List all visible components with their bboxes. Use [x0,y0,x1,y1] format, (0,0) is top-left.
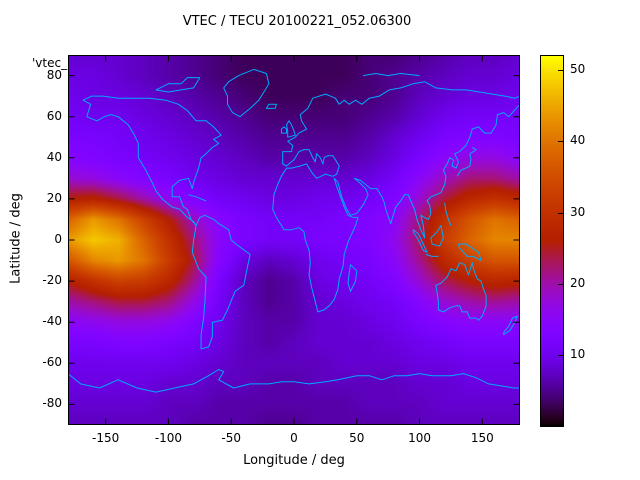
coastline-java [425,253,439,257]
y-tick-label-0: 0 [54,232,62,246]
colorbar-tick-mark-40 [558,141,563,143]
coastline-new-zealand [503,315,518,336]
chart-title: VTEC / TECU 20100221_052.06300 [182,14,412,29]
coastline-canadian-archipelago [155,77,201,93]
coastline-axes-overlay [68,55,520,425]
coastline-philippines [444,202,452,226]
colorbar: 10 20 30 40 50 [540,55,585,427]
x-tick-label-150: 150 [470,431,494,445]
colorbar-gradient-canvas [540,55,564,427]
coastline-cuba-antilles [188,194,207,202]
x-tick-label-0: 0 [290,431,298,445]
coastline-madagascar [347,264,358,292]
x-tick-label--50: -50 [221,431,242,445]
x-tick-label--100: -100 [154,431,183,445]
colorbar-tick-label-50: 50 [570,62,586,77]
y-tick-label--40: -40 [42,314,62,329]
y-tick-label-40: 40 [46,149,62,164]
x-tick-label--150: -150 [92,431,120,445]
y-tick-label-80: 80 [46,67,62,82]
coastline-sumatra [412,229,428,253]
colorbar-tick-mark-20 [558,283,563,285]
map-plot-area: 'vtec_ -150 -100 -50 0 50 100 150 -80 -60 -40 -20 0… [32,55,520,445]
y-tick-label-20: 20 [46,190,62,205]
coastline-antarctica [68,369,520,393]
coastline-new-guinea [458,243,482,262]
colorbar-tick-mark-50 [558,70,563,72]
coastline-south-america [191,214,251,350]
legend-key-text: 'vtec_ [32,56,68,70]
y-tick-label--20: -20 [42,273,62,288]
colorbar-tick-label-20: 20 [570,275,586,290]
coastline-greenland [223,68,270,118]
colorbar-tick-label-30: 30 [570,204,586,219]
x-tick-label-50: 50 [349,431,365,445]
coastline-iceland [265,103,277,109]
x-tick-label-100: 100 [408,431,431,445]
coastline-russian-arctic-islands [363,73,420,77]
y-tick-label--80: -80 [42,396,62,411]
colorbar-tick-mark-10 [558,354,563,356]
tec-heatmap-canvas [68,55,520,425]
colorbar-tick-label-10: 10 [570,346,586,361]
colorbar-tick-mark-30 [558,212,563,214]
coastline-australia [435,262,487,321]
colorbar-tick-label-40: 40 [570,133,586,148]
coastline-japan [456,147,477,177]
coastline-ireland [280,126,287,134]
x-axis-label: Longitude / deg [243,453,345,468]
coastline-eurasia-africa [272,81,520,313]
y-tick-label--60: -60 [42,355,62,370]
coastline-north-america [82,95,222,227]
y-tick-label-60: 60 [46,108,62,123]
plot-border [68,55,520,425]
coastline-britain [286,120,296,138]
coastline-borneo [430,225,444,247]
axis-tick-marks [68,55,520,425]
